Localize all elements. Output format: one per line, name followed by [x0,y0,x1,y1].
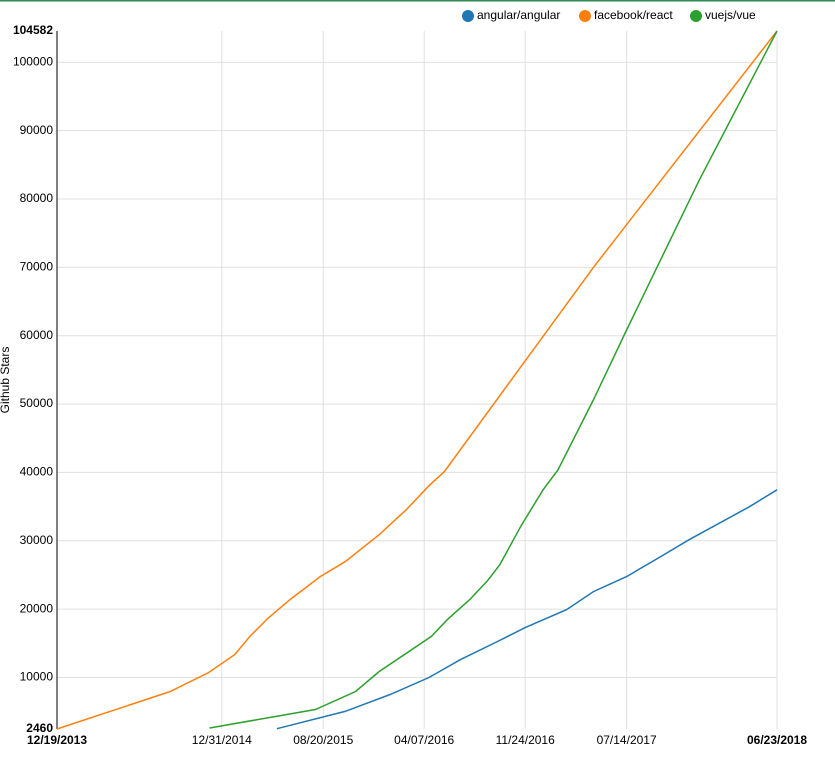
x-tick-label: 07/14/2017 [597,733,657,747]
series-line [56,30,778,730]
legend-label: angular/angular [477,8,560,22]
y-tick-label: 100000 [13,54,53,68]
x-tick-label: 12/19/2013 [27,733,87,747]
legend-label: facebook/react [594,8,673,22]
y-tick-label: 90000 [20,123,54,137]
legend-swatch [462,10,474,22]
y-tick-label: 70000 [20,260,54,274]
x-tick-label: 11/24/2016 [496,733,555,747]
y-tick-label: 2460 [26,721,53,735]
y-tick-label: 50000 [20,396,54,410]
x-tick-label: 04/07/2016 [394,733,454,747]
y-axis-label: Github Stars [0,347,12,414]
y-tick-label: 10000 [20,670,54,684]
legend-swatch [579,10,591,22]
legend-label: vuejs/vue [705,8,756,22]
y-tick-label: 20000 [20,601,54,615]
y-tick-label: 60000 [20,328,54,342]
series-line [209,30,778,729]
y-tick-label: 104582 [13,23,53,37]
legend-swatch [690,10,702,22]
x-tick-label: 12/31/2014 [192,733,252,747]
series-line [276,489,778,730]
y-tick-label: 30000 [20,533,54,547]
x-tick-label: 06/23/2018 [747,733,807,747]
y-tick-label: 80000 [20,191,54,205]
x-tick-label: 08/20/2015 [293,733,353,747]
y-tick-label: 40000 [20,465,54,479]
